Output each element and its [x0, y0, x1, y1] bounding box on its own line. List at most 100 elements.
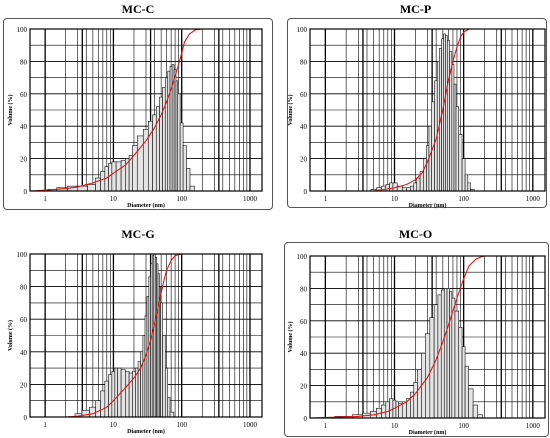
x-tick-label: 100 — [458, 195, 469, 203]
y-tick-label: 40 — [20, 123, 28, 131]
x-axis-label: Diameter (nm) — [127, 428, 165, 435]
cumulative-curve — [29, 28, 262, 192]
histogram-bar — [453, 83, 457, 192]
histogram-bar — [458, 134, 463, 192]
cumulative-curve — [309, 255, 545, 419]
histogram-bar — [167, 397, 171, 418]
chart-plot-mc-p: 0 20 40 60 80 100 1 10 100 1000 Diameter (nm) Volum… — [287, 26, 546, 209]
histogram-bar — [160, 302, 163, 418]
histogram-bar — [95, 400, 101, 418]
histogram-bar — [416, 177, 421, 192]
y-tick-label: 60 — [300, 318, 308, 326]
x-axis-label: Diameter (nm) — [409, 202, 447, 209]
chart-panel-mc-c: MC-C 0 20 40 60 80 100 1 10 100 1000 Diameter (nm)… — [0, 0, 276, 214]
y-tick-label: 80 — [20, 58, 28, 66]
y-tick-label: 100 — [17, 251, 28, 259]
chart-plot-mc-g: 0 20 40 60 80 100 1 10 100 1000 Diameter (nm) Volum… — [7, 251, 263, 435]
histogram-bar — [81, 410, 90, 418]
histogram-bar — [437, 294, 442, 419]
histogram-bar — [433, 304, 439, 419]
y-tick-label: 80 — [20, 284, 28, 292]
chart-panel-mc-p: MC-P 0 20 40 60 80 100 1 10 100 1000 Diameter (nm)… — [281, 0, 550, 214]
histogram-bar — [413, 382, 418, 419]
histogram-bar — [100, 390, 106, 418]
plot-border — [29, 253, 263, 418]
x-axis-label: Diameter (nm) — [409, 429, 447, 436]
histogram-bar — [413, 182, 418, 192]
y-tick-label: 0 — [304, 415, 308, 423]
plot-border — [309, 255, 546, 419]
histogram-bar — [455, 106, 460, 192]
histogram-bar — [111, 371, 116, 418]
x-tick-label: 100 — [176, 421, 187, 429]
histogram-bar — [454, 310, 460, 419]
histogram-bar — [164, 367, 169, 418]
x-tick-label: 10 — [391, 195, 399, 203]
histogram-bar — [162, 87, 166, 192]
histogram-bar — [104, 380, 109, 418]
histogram-bar — [451, 64, 455, 192]
plot-border — [29, 28, 263, 192]
x-tick-label: 10 — [110, 421, 118, 429]
histogram-bar — [182, 145, 187, 192]
histogram-bar — [186, 168, 191, 192]
cumulative-curve — [30, 253, 262, 418]
histogram-bar — [472, 404, 479, 419]
histogram-bar — [169, 411, 175, 418]
y-tick-label: 40 — [300, 123, 308, 131]
histogram-bar — [177, 93, 181, 192]
grid-lines — [30, 29, 262, 191]
histogram-bar — [381, 185, 387, 192]
histogram-bar — [443, 288, 448, 419]
histogram-bar — [426, 145, 430, 192]
histogram-bar — [417, 369, 422, 419]
histogram-bar — [385, 401, 390, 419]
histogram-bar — [461, 346, 466, 419]
chart-title: MC-P — [399, 2, 432, 16]
x-tick-label: 1 — [43, 195, 47, 203]
histogram-bar — [395, 401, 399, 419]
histogram-bar — [125, 371, 130, 418]
x-tick-label: 1000 — [526, 422, 541, 430]
y-tick-label: 0 — [24, 188, 28, 196]
histogram-bar — [136, 135, 144, 192]
y-tick-label: 100 — [297, 26, 308, 34]
y-tick-label: 40 — [20, 349, 28, 357]
y-tick-label: 20 — [300, 156, 308, 164]
chart-title: MC-G — [121, 227, 155, 241]
histogram-bar — [164, 77, 169, 192]
histogram-bar — [189, 185, 195, 192]
histogram-bar — [87, 184, 96, 192]
histogram-bar — [461, 158, 466, 192]
x-tick-label: 100 — [176, 195, 187, 203]
histogram-bar — [115, 161, 122, 192]
y-axis-label: Volume (%) — [7, 95, 14, 126]
y-tick-label: 60 — [20, 316, 28, 324]
histogram-bar — [468, 388, 474, 419]
x-tick-label: 1000 — [526, 195, 541, 203]
histogram-bar — [114, 367, 118, 418]
histogram-bar — [385, 184, 390, 192]
histogram-bar — [467, 182, 471, 192]
y-tick-label: 20 — [300, 383, 308, 391]
x-tick-label: 1 — [43, 421, 47, 429]
y-tick-label: 80 — [300, 285, 308, 293]
chart-title: MC-C — [121, 2, 155, 16]
histogram-bar — [162, 335, 166, 418]
histogram-bar — [179, 122, 184, 192]
histogram-bar — [451, 297, 456, 419]
histogram-bar — [108, 163, 113, 192]
y-axis-label: Volume (%) — [287, 95, 294, 126]
y-axis-label: Volume (%) — [287, 322, 294, 353]
y-tick-label: 60 — [300, 91, 308, 99]
histogram-bar — [142, 335, 146, 418]
histogram-bar — [446, 288, 450, 419]
chart-panel-mc-o: MC-O 0 20 40 60 80 100 1 10 100 1000 Diameter (nm)… — [281, 222, 550, 438]
y-tick-label: 0 — [24, 414, 28, 422]
histogram-bar — [423, 158, 427, 192]
x-tick-label: 10 — [110, 195, 118, 203]
x-tick-label: 1 — [324, 195, 328, 203]
histogram-bar — [100, 171, 106, 192]
y-axis-label: Volume (%) — [7, 320, 14, 351]
y-tick-label: 60 — [20, 91, 28, 99]
